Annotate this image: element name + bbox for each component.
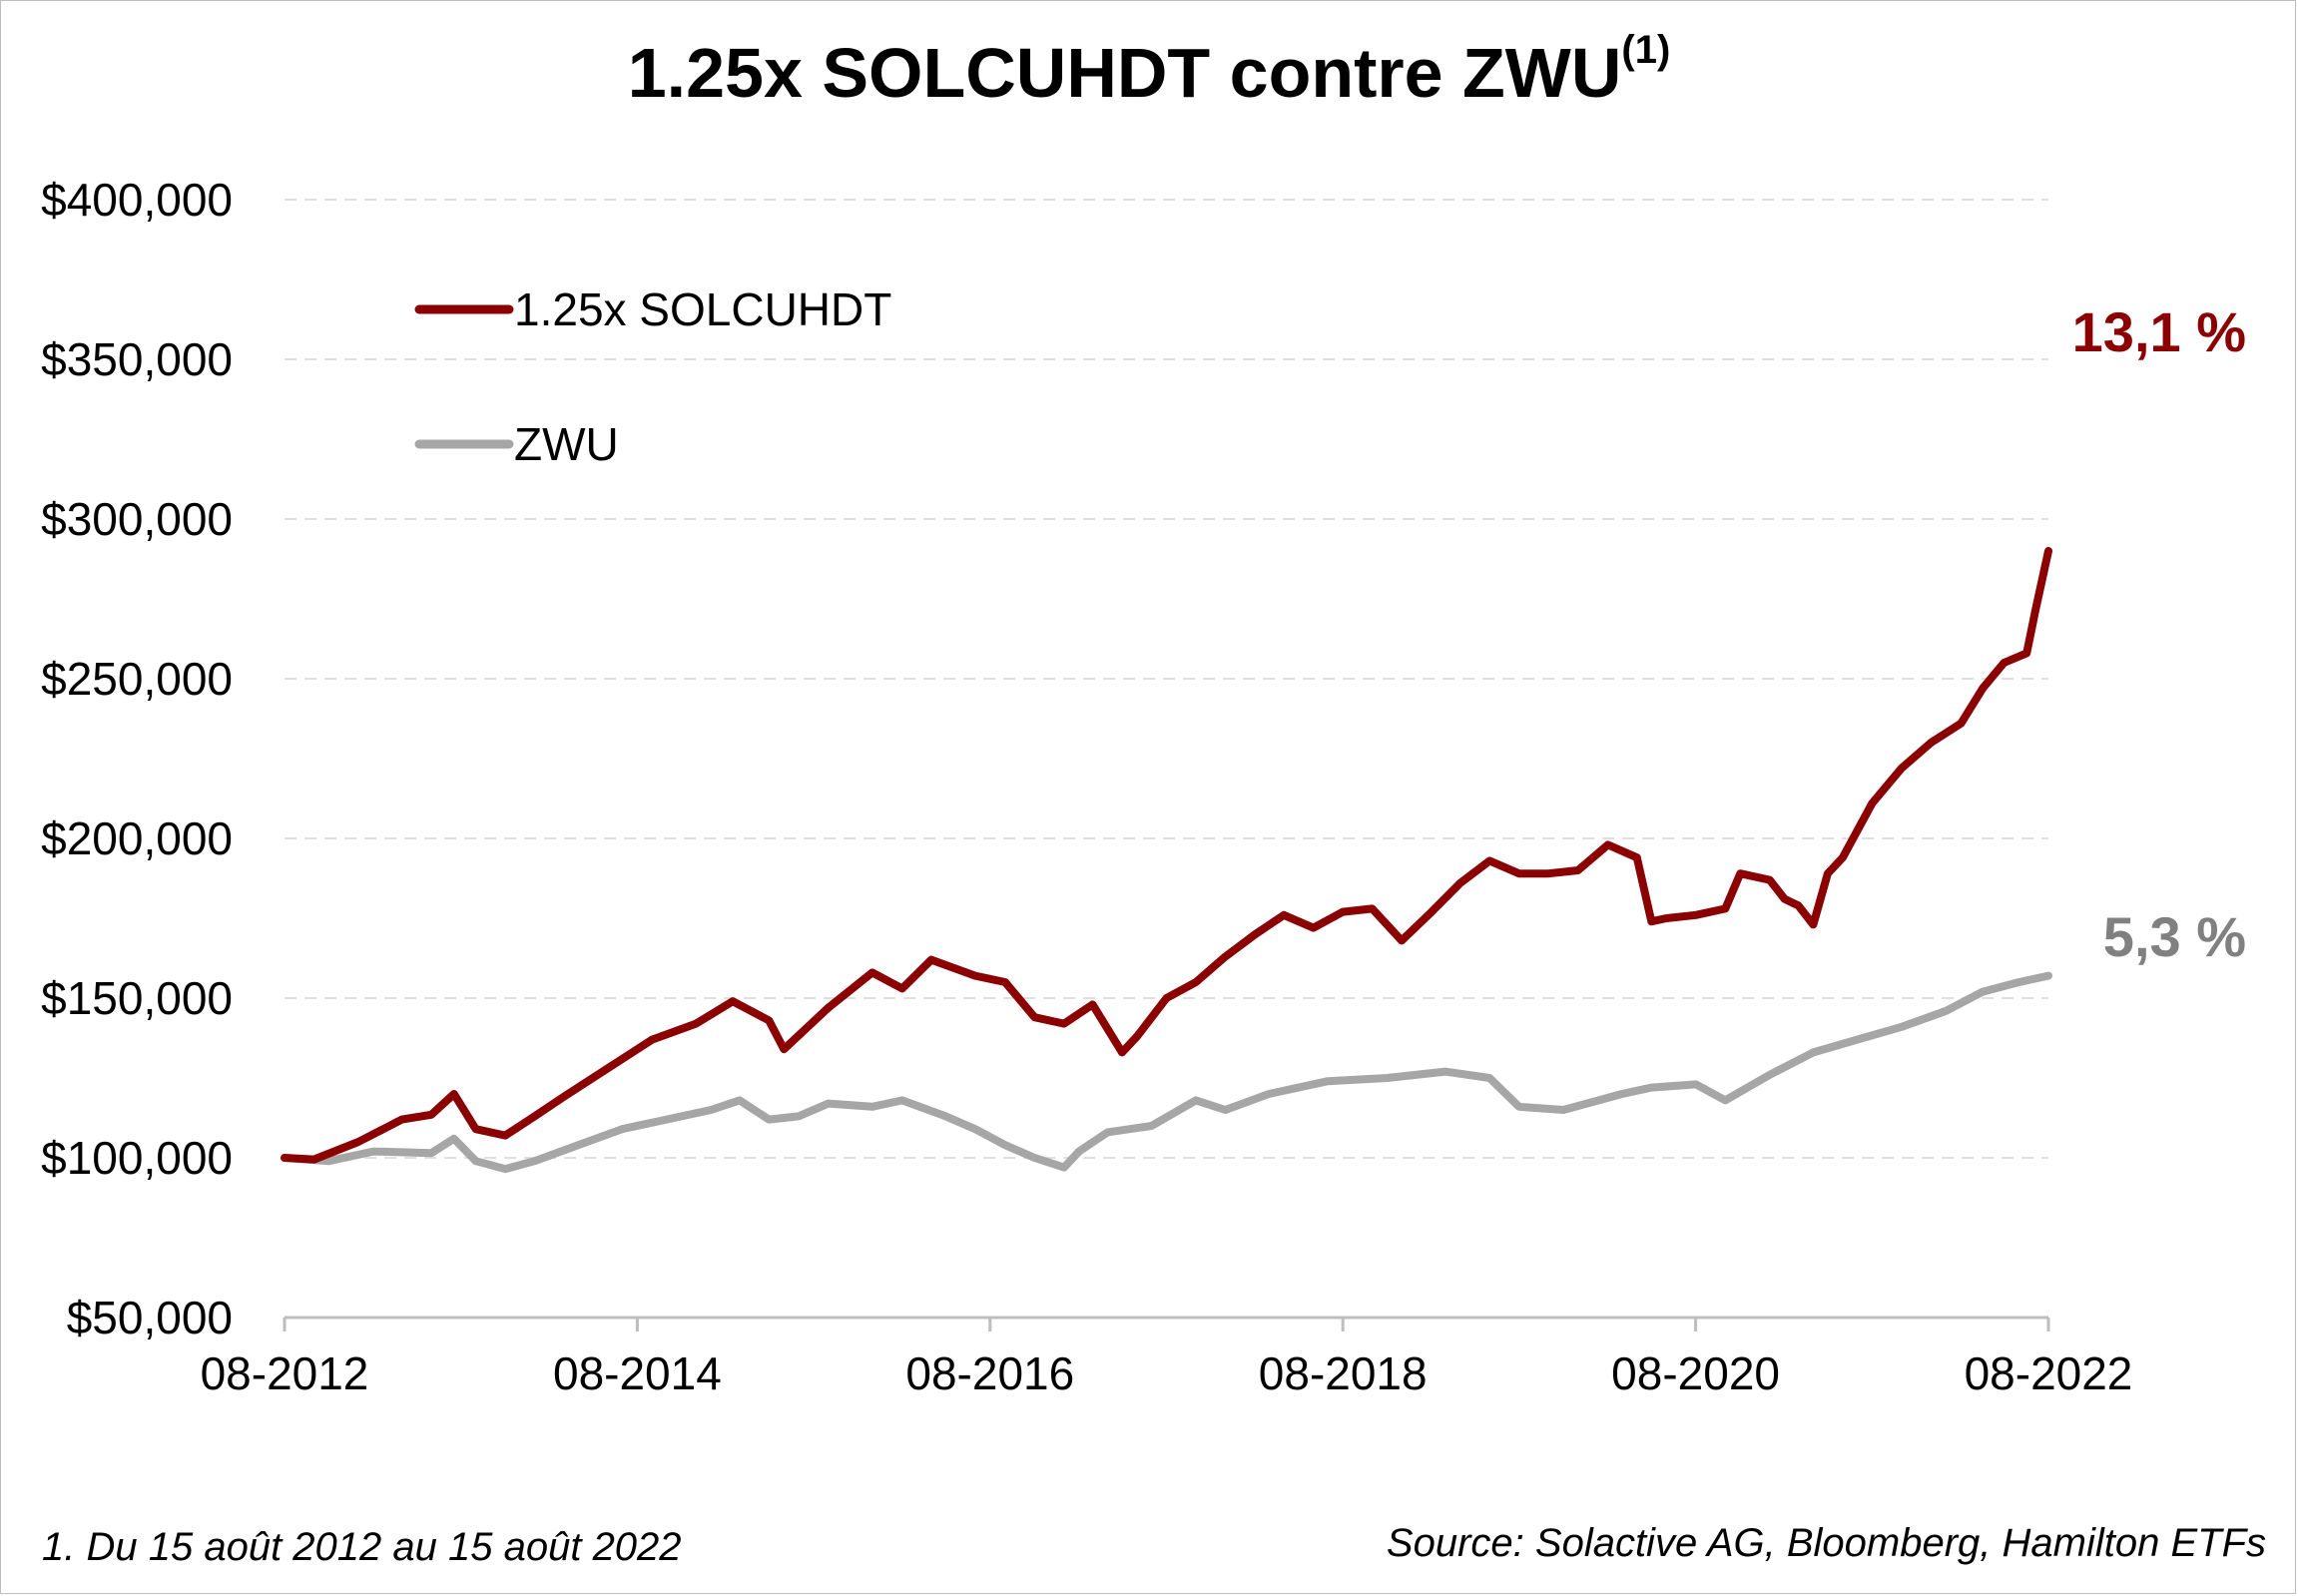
footnote: 1. Du 15 août 2012 au 15 août 2022 <box>42 1525 682 1569</box>
y-tick-label: $50,000 <box>67 1292 233 1343</box>
x-tick-label: 08-2012 <box>201 1347 369 1399</box>
legend: 1.25x SOLCUHDT ZWU <box>414 283 891 470</box>
solcuhdt-line <box>281 547 2052 1164</box>
end-label: 13,1 % <box>2072 300 2246 363</box>
x-tick-label: 08-2018 <box>1259 1347 1428 1399</box>
x-tick-labels: 08-2012 08-2014 08-2016 08-2018 08-2020 08-20… <box>201 1347 2133 1399</box>
y-tick-label: $100,000 <box>41 1132 233 1184</box>
x-tick-label: 08-2016 <box>905 1347 1074 1399</box>
y-tick-labels: $50,000 $100,000 $150,000 $200,000 $250,000 $… <box>41 174 233 1343</box>
chart-title: 1.25x SOLCUHDT contre ZWU(1) <box>627 28 1671 112</box>
source-note: Source: Solactive AG, Bloomberg, Hamilto… <box>1386 1521 2266 1565</box>
y-tick-label: $150,000 <box>41 972 233 1024</box>
axes <box>283 1316 2050 1331</box>
gridlines <box>285 199 2048 1159</box>
series-lines <box>281 547 2052 1174</box>
y-tick-label: $350,000 <box>41 333 233 385</box>
x-tick-label: 08-2014 <box>553 1347 722 1399</box>
end-labels: 13,1 % 5,3 % <box>2072 300 2246 968</box>
end-label: 5,3 % <box>2103 905 2246 968</box>
x-tick-label: 08-2022 <box>1965 1347 2133 1399</box>
y-tick-label: $200,000 <box>41 812 233 864</box>
title-superscript: (1) <box>1621 28 1671 72</box>
legend-label: ZWU <box>514 418 619 470</box>
zwu-line <box>281 971 2052 1174</box>
y-tick-label: $400,000 <box>41 174 233 226</box>
y-tick-label: $250,000 <box>41 653 233 705</box>
legend-label: 1.25x SOLCUHDT <box>514 283 891 335</box>
y-tick-label: $300,000 <box>41 493 233 545</box>
x-tick-label: 08-2020 <box>1611 1347 1780 1399</box>
